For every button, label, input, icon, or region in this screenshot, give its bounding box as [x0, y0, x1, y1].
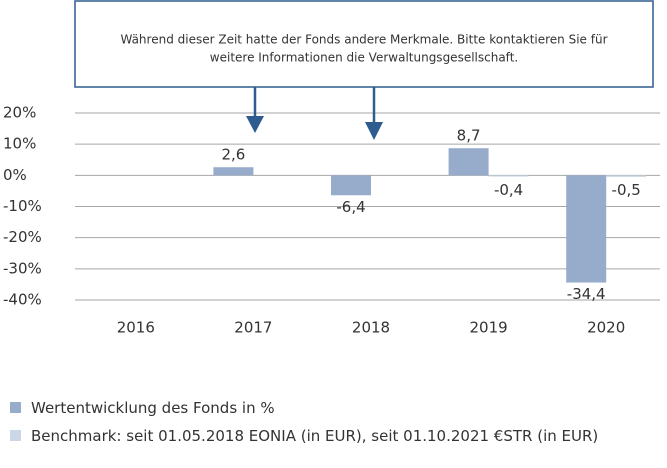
legend-item: Benchmark: seit 01.05.2018 EONIA (in EUR…: [10, 422, 650, 450]
legend-label: Wertentwicklung des Fonds in %: [31, 399, 275, 417]
annotation-box: [74, 0, 654, 88]
annotation: weitere Informationen die Verwaltungsges…: [210, 51, 518, 65]
bar: [566, 175, 607, 283]
y-tick-label: 0%: [3, 166, 27, 184]
data-label: -0,5: [612, 181, 641, 199]
y-tick-label: -40%: [3, 291, 42, 309]
x-tick-label: 2017: [234, 319, 272, 337]
bar: [213, 167, 254, 176]
legend: Wertentwicklung des Fonds in % Benchmark:…: [10, 394, 650, 450]
legend-swatch: [10, 430, 21, 441]
bar: [331, 175, 371, 196]
data-label: -34,4: [567, 285, 606, 303]
chart: Während dieser Zeit hatte der Fonds ande…: [3, 0, 660, 337]
annotation: Während dieser Zeit hatte der Fonds ande…: [120, 33, 607, 47]
y-tick-label: -30%: [3, 259, 42, 277]
x-tick-label: 2016: [117, 319, 155, 337]
bar: [448, 148, 489, 176]
bar: [606, 175, 647, 177]
y-tick-label: -20%: [3, 228, 42, 246]
x-tick-label: 2019: [470, 319, 508, 337]
x-tick-label: 2018: [352, 319, 390, 337]
bar: [488, 175, 529, 177]
arrow: [246, 87, 383, 140]
legend-item: Wertentwicklung des Fonds in %: [10, 394, 650, 422]
y-tick-label: -10%: [3, 197, 42, 215]
y-tick-label: 20%: [3, 104, 36, 122]
x-tick-label: 2020: [587, 319, 625, 337]
data-label: -0,4: [494, 181, 523, 199]
data-label: 8,7: [457, 127, 481, 145]
data-label: -6,4: [336, 198, 365, 216]
legend-label: Benchmark: seit 01.05.2018 EONIA (in EUR…: [31, 427, 599, 445]
legend-swatch: [10, 402, 21, 413]
y-tick-label: 10%: [3, 135, 36, 153]
data-label: 2,6: [221, 146, 245, 164]
